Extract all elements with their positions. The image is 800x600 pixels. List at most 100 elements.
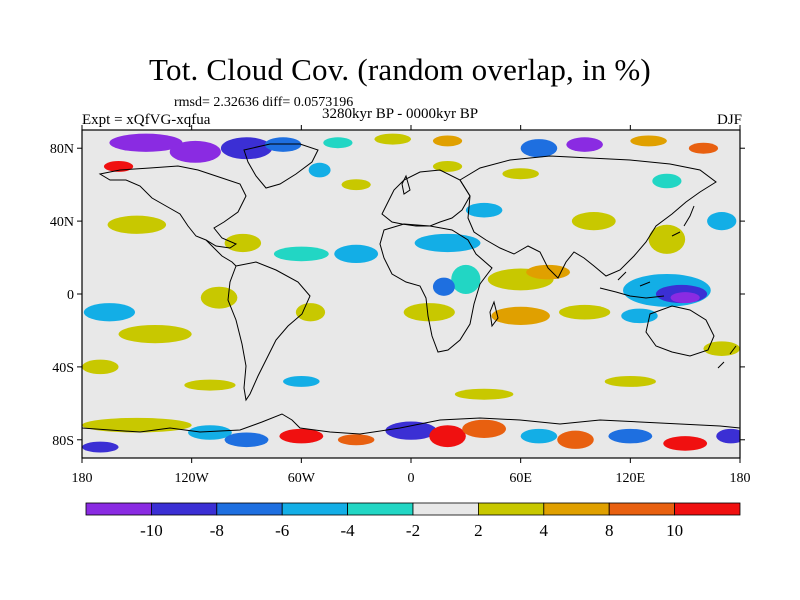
lat-label: 40S bbox=[52, 361, 74, 376]
colorbar-level-label: -10 bbox=[140, 521, 163, 540]
coastline-new-zealand bbox=[717, 345, 737, 369]
anomaly-patch bbox=[295, 303, 326, 322]
coastlines bbox=[82, 143, 740, 435]
anomaly-patch bbox=[323, 137, 353, 149]
map-title: Tot. Cloud Cov. (random overlap, in %) bbox=[149, 52, 651, 87]
axis-ticks bbox=[77, 125, 745, 463]
lon-label: 60W bbox=[288, 471, 316, 486]
anomaly-patch bbox=[83, 303, 136, 322]
coastline-indonesia bbox=[599, 271, 665, 299]
colorbar-level-label: 8 bbox=[605, 521, 614, 540]
coastline-south-america bbox=[227, 261, 311, 402]
lat-label: 80S bbox=[52, 434, 74, 449]
anomaly-patch bbox=[520, 139, 558, 158]
anomaly-patch bbox=[273, 246, 329, 262]
colorbar-level-label: -8 bbox=[210, 521, 224, 540]
anomaly-patch bbox=[414, 233, 481, 253]
anomaly-patch bbox=[341, 179, 371, 191]
anomaly-patch bbox=[716, 428, 740, 444]
colorbar-swatch bbox=[412, 502, 479, 516]
colorbar-swatch bbox=[608, 502, 676, 516]
anomaly-patch bbox=[374, 133, 411, 145]
colorbar-level-label: 2 bbox=[474, 521, 483, 540]
anomaly-patch bbox=[707, 212, 737, 231]
anomaly-patch bbox=[118, 324, 192, 344]
anomaly-patch bbox=[451, 264, 481, 294]
anomaly-patch bbox=[621, 308, 658, 324]
anomaly-patch bbox=[502, 168, 539, 180]
anomaly-patch bbox=[279, 428, 324, 444]
coastline-antarctica bbox=[82, 413, 740, 435]
period-label: 3280kyr BP - 0000kyr BP bbox=[322, 106, 479, 122]
season-label: DJF bbox=[716, 112, 742, 128]
anomaly-patch bbox=[604, 376, 656, 387]
anomaly-patch bbox=[82, 359, 119, 375]
anomaly-patch bbox=[608, 428, 653, 444]
anomaly-patch bbox=[334, 244, 379, 264]
lat-label: 0 bbox=[67, 288, 74, 303]
anomaly-patch bbox=[432, 277, 455, 296]
colorbar-swatch bbox=[281, 502, 349, 516]
anomaly-patch bbox=[429, 425, 466, 448]
colorbar-level-label: 10 bbox=[666, 521, 683, 540]
lat-label: 40N bbox=[50, 215, 74, 230]
lon-label: 0 bbox=[408, 471, 415, 486]
lon-label: 180 bbox=[730, 471, 751, 486]
anomaly-patch bbox=[491, 306, 550, 325]
coastline-australia bbox=[645, 305, 715, 357]
anomaly-patch bbox=[169, 140, 221, 163]
colorbar-swatch bbox=[85, 502, 152, 516]
coastline-africa bbox=[379, 223, 493, 353]
coastline-north-america bbox=[98, 165, 247, 249]
anomaly-patch bbox=[571, 212, 616, 231]
anomaly-patch bbox=[264, 137, 302, 152]
lon-label: 60E bbox=[509, 471, 532, 486]
anomaly-patch bbox=[454, 388, 514, 400]
anomaly-patch bbox=[220, 137, 273, 160]
anomaly-patch bbox=[283, 376, 320, 387]
anomaly-patch bbox=[465, 202, 503, 218]
anomaly-patch bbox=[559, 304, 611, 320]
lon-label: 120W bbox=[175, 471, 210, 486]
anomaly-patch bbox=[337, 434, 375, 446]
lon-label: 180 bbox=[72, 471, 93, 486]
coastline-greenland bbox=[243, 143, 319, 189]
anomaly-patch bbox=[403, 303, 455, 322]
anomaly-patch bbox=[462, 419, 507, 438]
anomaly-patch bbox=[224, 233, 262, 253]
anomaly-patch bbox=[308, 162, 331, 178]
coastline-madagascar bbox=[489, 300, 499, 328]
colorbar-swatch bbox=[674, 502, 741, 516]
anomaly-patch bbox=[670, 292, 700, 304]
anomaly-patch bbox=[200, 286, 238, 309]
anomaly-patch bbox=[432, 135, 463, 147]
anomaly-patch bbox=[82, 441, 119, 453]
coastline-uk bbox=[401, 174, 411, 195]
anomaly-patch bbox=[663, 436, 708, 451]
anomaly-field bbox=[82, 133, 740, 453]
experiment-label: Expt = xQfVG-xqfua bbox=[82, 112, 211, 128]
anomaly-patch bbox=[188, 425, 232, 440]
anomaly-patch bbox=[630, 135, 667, 147]
lat-label: 80N bbox=[50, 142, 74, 157]
anomaly-patch bbox=[652, 173, 682, 189]
colorbar-swatch bbox=[347, 502, 414, 516]
anomaly-patch bbox=[520, 428, 558, 444]
anomaly-patch bbox=[432, 160, 463, 172]
coastline-japan bbox=[671, 205, 695, 237]
colorbar: -10 -8 -6 -4 -2 2 4 8 10 bbox=[85, 502, 741, 540]
coastline-central-america bbox=[205, 239, 237, 267]
anomaly-patch bbox=[107, 215, 167, 234]
colorbar-swatch bbox=[477, 502, 545, 516]
colorbar-level-label: -2 bbox=[406, 521, 420, 540]
colorbar-swatch bbox=[216, 502, 283, 516]
anomaly-patch bbox=[566, 137, 603, 152]
anomaly-patch bbox=[82, 417, 192, 433]
anomaly-patch bbox=[648, 224, 686, 254]
anomaly-patch bbox=[385, 421, 437, 440]
colorbar-swatch bbox=[543, 502, 610, 516]
colorbar-level-label: 4 bbox=[540, 521, 549, 540]
anomaly-patch bbox=[557, 430, 594, 449]
anomaly-patch bbox=[224, 432, 269, 448]
